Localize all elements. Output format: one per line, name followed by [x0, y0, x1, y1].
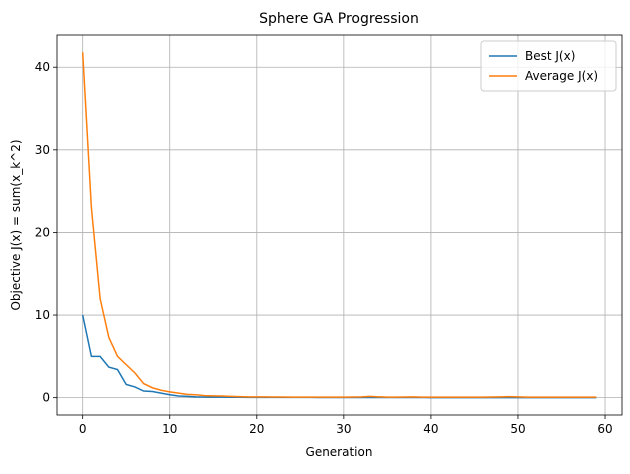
legend-label: Average J(x)	[525, 69, 598, 83]
legend: Best J(x) Average J(x)	[480, 40, 617, 92]
x-axis-label: Generation	[306, 445, 373, 459]
chart-title: Sphere GA Progression	[259, 11, 419, 27]
line-series	[81, 314, 597, 399]
y-tick-label: 40	[35, 60, 50, 74]
x-tick-label: 50	[510, 422, 525, 436]
y-tick-label: 0	[42, 391, 50, 405]
y-tick-label: 20	[35, 225, 50, 239]
x-tick-label: 40	[423, 422, 438, 436]
x-tick-label: 0	[79, 422, 87, 436]
y-tick-label: 30	[35, 143, 50, 157]
x-tick-label: 60	[597, 422, 612, 436]
line-series	[81, 52, 597, 398]
y-tick-label: 10	[35, 308, 50, 322]
x-tick-label: 10	[162, 422, 177, 436]
x-tick-label: 30	[336, 422, 351, 436]
plot-frame	[56, 34, 623, 416]
x-tick-label: 20	[249, 422, 264, 436]
legend-box	[480, 40, 617, 92]
legend-label: Best J(x)	[525, 49, 575, 63]
y-axis-label: Objective J(x) = sum(x_k^2)	[9, 139, 23, 310]
